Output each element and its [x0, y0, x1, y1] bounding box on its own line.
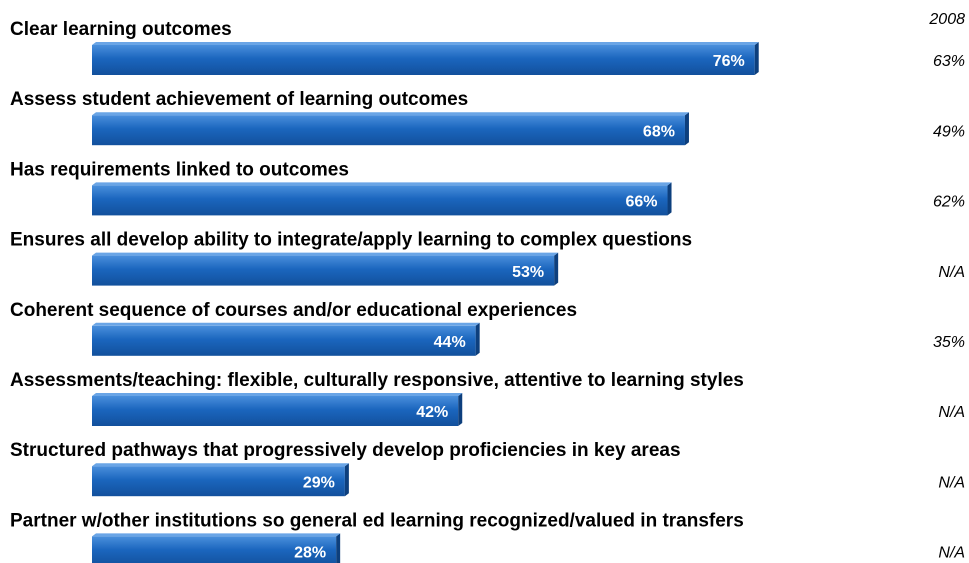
- bar-top: [92, 112, 689, 116]
- comparison-label: 62%: [933, 194, 965, 211]
- value-label: 42%: [416, 404, 448, 421]
- value-label: 29%: [303, 474, 335, 491]
- category-label: Structured pathways that progressively d…: [10, 440, 681, 461]
- bar-side: [336, 533, 341, 563]
- bar: [92, 396, 459, 426]
- value-label: 53%: [512, 264, 544, 281]
- comparison-label: N/A: [938, 545, 965, 562]
- comparison-label: 35%: [933, 334, 965, 351]
- comparison-label: N/A: [938, 264, 965, 281]
- bar: [92, 466, 345, 497]
- bar-side: [667, 182, 672, 216]
- bar: [92, 255, 555, 286]
- value-label: 28%: [294, 545, 326, 562]
- category-label: Ensures all develop ability to integrate…: [10, 230, 692, 251]
- value-label: 68%: [643, 123, 675, 140]
- bar-top: [92, 322, 480, 326]
- bar-top: [92, 393, 463, 396]
- bar-side: [754, 42, 759, 75]
- comparison-label: N/A: [938, 474, 965, 491]
- bar: [92, 536, 337, 563]
- bar: [92, 45, 755, 75]
- value-label: 76%: [713, 53, 745, 70]
- bar: [92, 325, 476, 356]
- bar-top: [92, 252, 559, 256]
- bar-top: [92, 533, 341, 537]
- comparison-title: 2008: [928, 11, 965, 28]
- value-label: 44%: [434, 334, 466, 351]
- comparison-label: 63%: [933, 53, 965, 70]
- bar: [92, 115, 685, 146]
- bar-side: [554, 252, 559, 286]
- category-label: Partner w/other institutions so general …: [10, 510, 744, 531]
- bar-side: [344, 463, 349, 497]
- bar-side: [684, 112, 689, 146]
- category-label: Has requirements linked to outcomes: [10, 159, 349, 180]
- comparison-label: N/A: [938, 404, 965, 421]
- comparison-label: 49%: [933, 123, 965, 140]
- bar-side: [458, 393, 463, 426]
- bar-side: [475, 322, 480, 356]
- bar-top: [92, 182, 672, 186]
- category-label: Coherent sequence of courses and/or educ…: [10, 300, 577, 321]
- value-label: 66%: [625, 194, 657, 211]
- category-label: Assessments/teaching: flexible, cultural…: [10, 370, 744, 391]
- bar: [92, 185, 668, 216]
- bar-top: [92, 463, 349, 467]
- category-label: Clear learning outcomes: [10, 19, 232, 40]
- category-label: Assess student achievement of learning o…: [10, 89, 468, 110]
- bar-top: [92, 42, 759, 45]
